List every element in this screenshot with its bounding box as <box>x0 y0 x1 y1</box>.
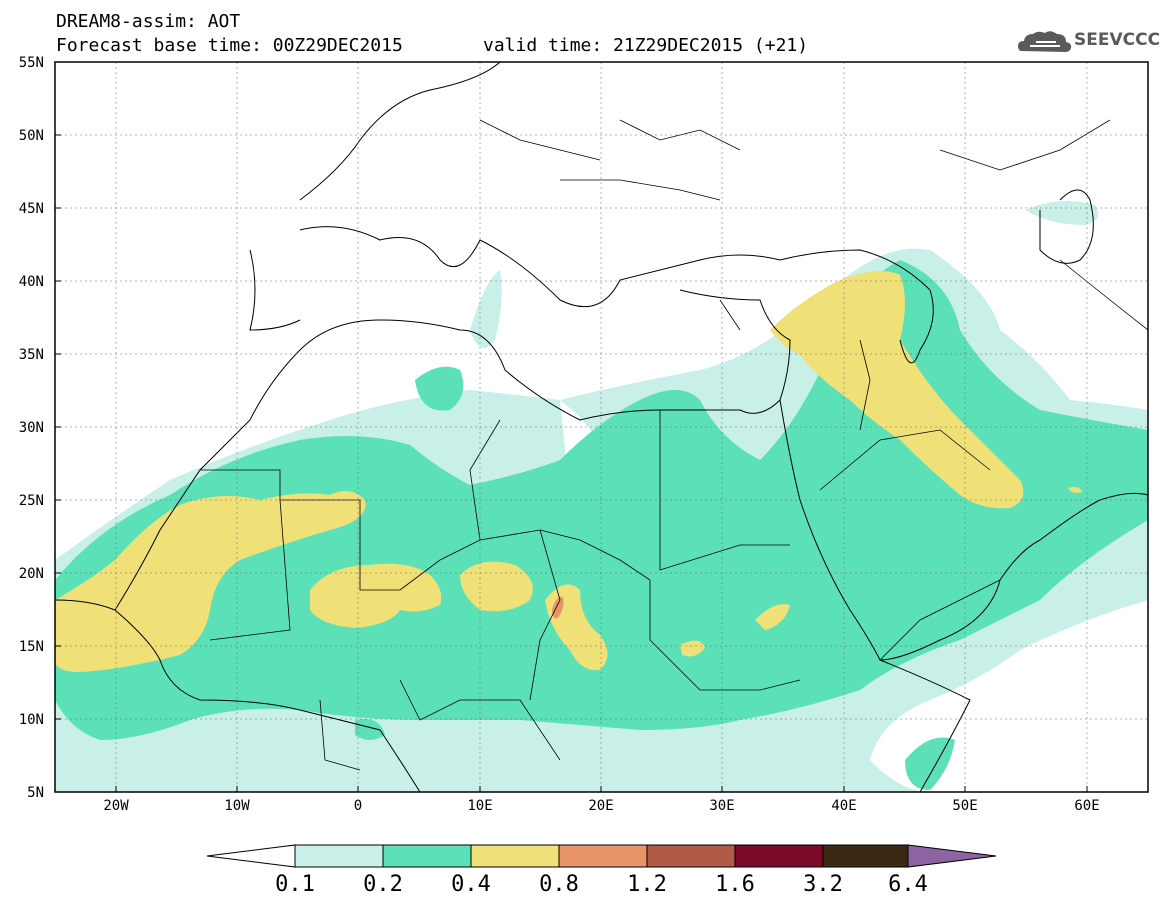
lon-label: 40E <box>831 798 857 814</box>
lat-label: 35N <box>18 347 44 363</box>
axis-ticks <box>55 61 1088 792</box>
base-time-label: Forecast base time: 00Z29DEC2015 <box>56 35 403 56</box>
country-borders <box>200 119 1148 771</box>
colorbar-label: 1.6 <box>715 872 755 897</box>
colorbar-label: 0.8 <box>539 872 579 897</box>
lat-label: 45N <box>18 201 44 217</box>
aot-layer-0-8 <box>552 596 564 619</box>
lat-label: 40N <box>18 274 44 290</box>
colorbar-label: 1.2 <box>627 872 667 897</box>
lon-label: 20E <box>588 798 614 814</box>
map-title: DREAM8-assim: AOT <box>56 11 241 32</box>
lon-label: 20W <box>103 798 129 814</box>
lat-label: 55N <box>18 55 44 71</box>
lon-label: 50E <box>952 798 978 814</box>
lon-label: 30E <box>709 798 735 814</box>
colorbar-label: 0.4 <box>451 872 491 897</box>
lat-label: 15N <box>18 639 44 655</box>
cloud-icon <box>1018 31 1072 52</box>
lon-label: 10W <box>224 798 250 814</box>
lat-label: 20N <box>18 566 44 582</box>
lat-label: 25N <box>18 493 44 509</box>
logo-text: SEEVCCC <box>1074 30 1161 50</box>
colorbar-label: 0.2 <box>363 872 403 897</box>
lon-label: 10E <box>467 798 493 814</box>
colorbar-label: 6.4 <box>888 872 928 897</box>
map-gridlines <box>55 62 1148 792</box>
colorbar-label: 3.2 <box>803 872 843 897</box>
coastlines <box>55 62 1148 792</box>
lat-label: 10N <box>18 712 44 728</box>
valid-time-label: valid time: 21Z29DEC2015 (+21) <box>483 35 809 56</box>
colorbar-label: 0.1 <box>275 872 315 897</box>
lon-label: 0 <box>353 798 363 814</box>
lat-label: 30N <box>18 420 44 436</box>
lat-label: 50N <box>18 128 44 144</box>
lat-label: 5N <box>27 785 44 801</box>
lon-label: 60E <box>1074 798 1100 814</box>
